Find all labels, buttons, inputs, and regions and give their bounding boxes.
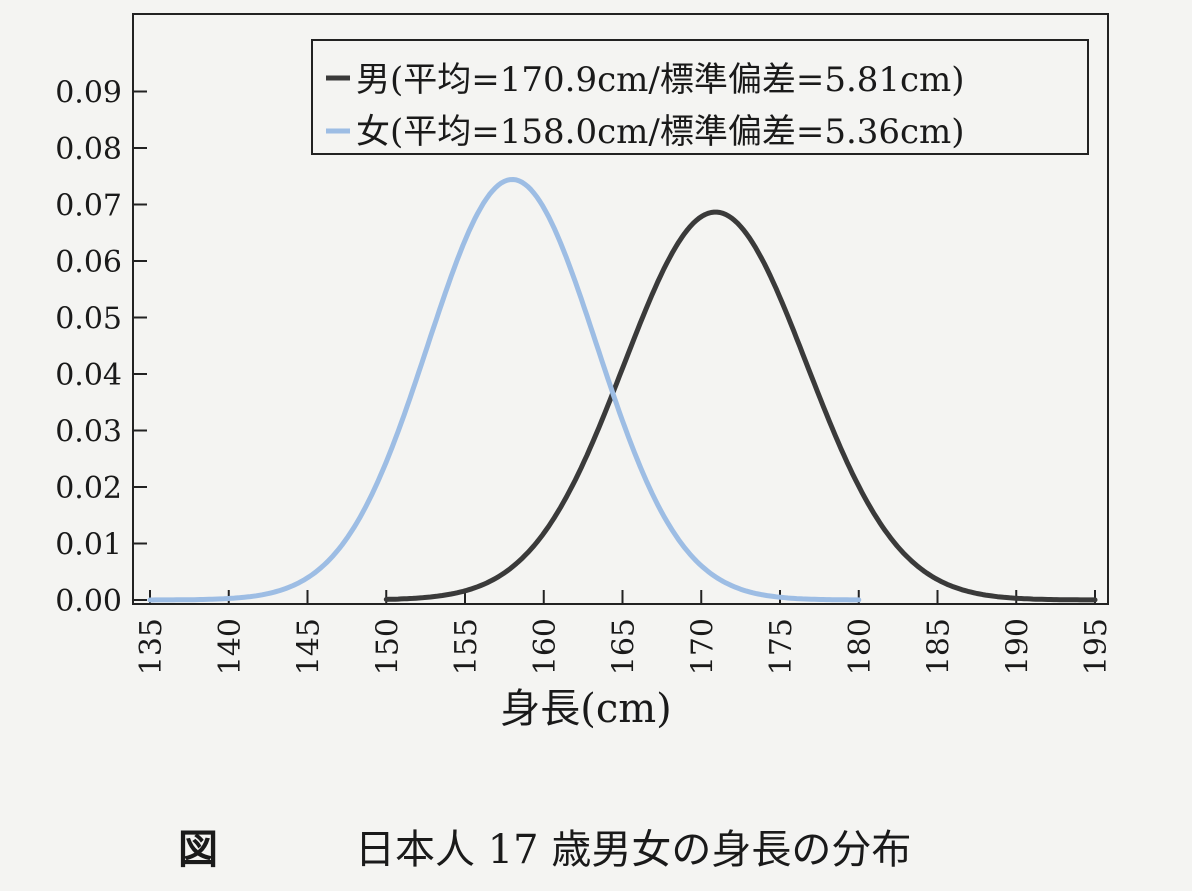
x-tick-label: 150 (370, 618, 405, 675)
legend-label-male: 男(平均=170.9cm/標準偏差=5.81cm) (356, 60, 965, 100)
x-tick-label: 140 (213, 618, 248, 675)
y-tick-label: 0.00 (55, 584, 122, 619)
y-tick-label: 0.06 (55, 245, 122, 280)
x-tick-label: 135 (134, 618, 169, 675)
y-tick-label: 0.02 (55, 471, 122, 506)
y-tick-label: 0.04 (55, 358, 122, 393)
x-tick-label: 155 (449, 618, 484, 675)
x-tick-label: 175 (764, 618, 799, 675)
y-tick-label: 0.09 (55, 76, 122, 111)
y-tick-label: 0.03 (55, 415, 122, 450)
plot-frame (132, 13, 1109, 605)
figure-caption: 図 日本人 17 歳男女の身長の分布 (0, 815, 1192, 875)
x-tick-label: 180 (843, 618, 878, 675)
x-tick-label: 160 (528, 618, 563, 675)
x-tick-label: 190 (1000, 618, 1035, 675)
x-axis-title: 身長(cm) (500, 686, 672, 732)
x-tick-label: 145 (292, 618, 327, 675)
chart-svg: 0.00 0.01 0.02 0.03 0.04 0.05 0.06 0.07 0.08 0.09… (55, 13, 1114, 732)
y-tick-label: 0.08 (55, 132, 122, 167)
x-tick-label: 165 (607, 618, 642, 675)
series-layer (147, 177, 1098, 603)
x-tick-label: 170 (685, 618, 720, 675)
y-tick-label: 0.01 (55, 528, 122, 563)
figure-title: 日本人 17 歳男女の身長の分布 (355, 827, 912, 873)
x-axis: 135 140 145 150 155 160 165 170 175 180 185 190 195 (134, 590, 1114, 675)
y-tick-label: 0.07 (55, 189, 122, 224)
y-axis: 0.00 0.01 0.02 0.03 0.04 0.05 0.06 0.07 0.08 0.09 (55, 76, 147, 619)
legend: 男(平均=170.9cm/標準偏差=5.81cm) 女(平均=158.0cm/標… (311, 39, 1089, 155)
legend-box (311, 39, 1089, 155)
legend-label-female: 女(平均=158.0cm/標準偏差=5.36cm) (356, 112, 965, 152)
figure-label: 図 (178, 827, 218, 873)
series-line-female (147, 177, 862, 603)
x-tick-label: 195 (1079, 618, 1114, 675)
x-tick-label: 185 (922, 618, 957, 675)
y-tick-label: 0.05 (55, 302, 122, 337)
series-line-male (383, 209, 1098, 603)
